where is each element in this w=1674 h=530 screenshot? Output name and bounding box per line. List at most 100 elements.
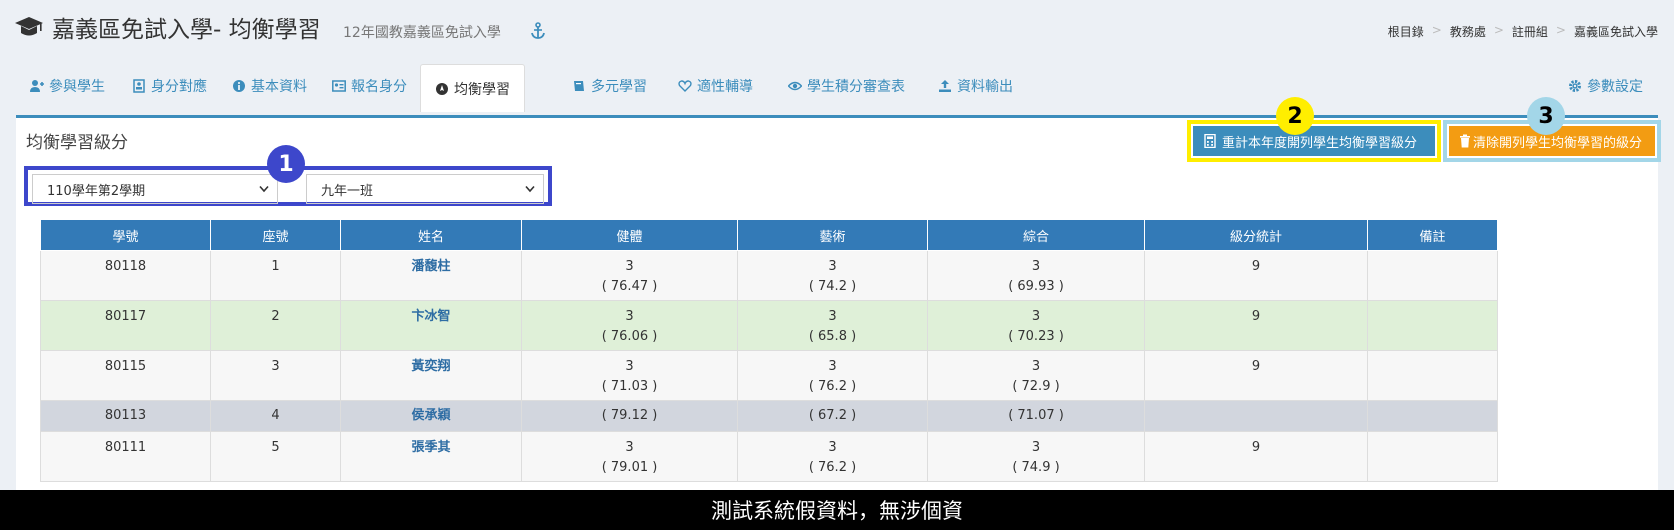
integrated-level: 3	[1031, 359, 1041, 374]
art-score: ( 76.2 )	[808, 460, 857, 475]
term-select[interactable]: 110學年第2學期	[32, 174, 278, 204]
art-cell: ( 67.2 )	[737, 400, 928, 432]
clear-label: 清除開列學生均衡學習的級分	[1473, 134, 1643, 150]
breadcrumb: 根目錄 > 教務處 > 註冊組 > 嘉義區免試入學	[1388, 23, 1658, 40]
pe-level: 3	[625, 359, 634, 374]
pe-score: ( 76.06 )	[601, 329, 658, 344]
seat-number: 1	[210, 250, 341, 301]
table-row: 80111 5 張季其 3 ( 79.01 ) 3 ( 76.2 ) 3 ( 74.9…	[40, 431, 1498, 482]
integrated-score: ( 71.07 )	[1008, 408, 1064, 423]
column-header[interactable]: 綜合	[927, 219, 1145, 251]
tab-label: 身分對應	[151, 79, 207, 95]
student-name-link[interactable]: 潘馥柱	[340, 250, 522, 301]
column-header[interactable]: 學號	[40, 219, 211, 251]
integrated-cell: ( 71.07 )	[927, 400, 1145, 432]
tab-participants[interactable]: 參與學生	[30, 66, 105, 106]
pe-cell: ( 79.12 )	[521, 400, 738, 432]
seat-number: 4	[210, 400, 341, 432]
integrated-score: ( 70.23 )	[1008, 329, 1064, 344]
trash-icon	[1460, 134, 1470, 148]
student-id: 80117	[40, 300, 211, 351]
integrated-level: 3	[1031, 440, 1041, 455]
table-row: 80118 1 潘馥柱 3 ( 76.47 ) 3 ( 74.2 ) 3 ( 69.9…	[40, 250, 1498, 301]
art-level: 3	[828, 440, 837, 455]
tab-registration-identity[interactable]: 報名身分	[332, 66, 407, 106]
table-row: 80113 4 侯承穎 ( 79.12 ) ( 67.2 ) ( 71.07 )	[40, 400, 1498, 432]
tab-balanced-learning[interactable]: 均衡學習	[420, 64, 525, 112]
pe-score: ( 76.47 )	[601, 279, 658, 294]
clear-scores-button[interactable]: 清除開列學生均衡學習的級分	[1443, 120, 1661, 162]
pe-score: ( 79.01 )	[601, 460, 658, 475]
tab-label: 學生積分審查表	[807, 79, 905, 95]
art-level: 3	[828, 309, 837, 324]
note	[1367, 300, 1498, 351]
tab-label: 基本資料	[251, 79, 307, 95]
integrated-score: ( 74.9 )	[1012, 460, 1060, 475]
breadcrumb-separator: >	[1555, 23, 1566, 37]
integrated-cell: 3 ( 72.9 )	[927, 350, 1145, 401]
annotation-badge-2: 2	[1276, 97, 1314, 135]
balanced-learning-table: 學號 座號 姓名 健體 藝術 綜合 級分統計 備註 80118 1 潘馥柱 3 (…	[40, 219, 1498, 482]
column-header[interactable]: 備註	[1367, 219, 1498, 251]
breadcrumb-item-registry[interactable]: 註冊組	[1511, 25, 1548, 39]
annotation-badge-1: 1	[267, 145, 305, 183]
tab-diverse-learning[interactable]: 多元學習	[572, 66, 647, 106]
art-cell: 3 ( 76.2 )	[737, 431, 928, 482]
note	[1367, 431, 1498, 482]
breadcrumb-separator: >	[1431, 23, 1442, 37]
level-total: 9	[1144, 350, 1368, 401]
breadcrumb-item-current: 嘉義區免試入學	[1573, 25, 1658, 39]
page-subtitle: 12年國教嘉義區免試入學	[343, 25, 501, 41]
integrated-cell: 3 ( 69.93 )	[927, 250, 1145, 301]
student-name-link[interactable]: 卞冰智	[340, 300, 522, 351]
book-icon	[574, 81, 584, 91]
tab-basic-info[interactable]: 基本資料	[232, 66, 307, 106]
integrated-cell: 3 ( 70.23 )	[927, 300, 1145, 351]
art-score: ( 67.2 )	[808, 408, 857, 423]
tab-label: 適性輔導	[697, 79, 753, 95]
art-level: 3	[828, 359, 837, 374]
tab-label: 報名身分	[351, 79, 407, 95]
pe-level: 3	[625, 440, 634, 455]
seat-number: 5	[210, 431, 341, 482]
column-header[interactable]: 座號	[210, 219, 341, 251]
tab-career-guidance[interactable]: 適性輔導	[678, 66, 753, 106]
level-total: 9	[1144, 250, 1368, 301]
table-row: 80117 2 卞冰智 3 ( 76.06 ) 3 ( 65.8 ) 3 ( 70.2…	[40, 300, 1498, 351]
chevron-down-icon	[259, 185, 269, 193]
nav-tabs: 參與學生 身分對應 基本資料 報名身分 均衡學習 多元學習 適性輔導 學生積分審…	[16, 64, 1658, 118]
users-icon	[30, 80, 44, 92]
student-id: 80113	[40, 400, 211, 432]
pe-cell: 3 ( 76.06 )	[521, 300, 738, 351]
column-header[interactable]: 健體	[521, 219, 738, 251]
breadcrumb-item-academic[interactable]: 教務處	[1449, 25, 1486, 39]
pe-score: ( 79.12 )	[601, 408, 658, 423]
breadcrumb-item-root[interactable]: 根目錄	[1387, 25, 1424, 39]
compass-icon	[436, 82, 448, 95]
tab-settings[interactable]: 參數設定	[1568, 66, 1643, 106]
id-card-icon	[133, 79, 145, 93]
calculator-icon	[1204, 134, 1216, 148]
tab-data-export[interactable]: 資料輸出	[938, 66, 1013, 106]
art-cell: 3 ( 76.2 )	[737, 350, 928, 401]
pe-cell: 3 ( 71.03 )	[521, 350, 738, 401]
pe-cell: 3 ( 79.01 )	[521, 431, 738, 482]
class-select[interactable]: 九年一班	[306, 174, 544, 204]
anchor-icon[interactable]	[530, 22, 546, 40]
tab-label: 參與學生	[49, 79, 105, 95]
tab-label: 參數設定	[1587, 79, 1643, 95]
page-title: 嘉義區免試入學- 均衡學習	[52, 17, 321, 43]
tab-score-review[interactable]: 學生積分審查表	[788, 66, 905, 106]
class-select-value: 九年一班	[321, 183, 374, 199]
column-header[interactable]: 藝術	[737, 219, 928, 251]
pe-cell: 3 ( 76.47 )	[521, 250, 738, 301]
seat-number: 2	[210, 300, 341, 351]
student-name-link[interactable]: 黃奕翔	[340, 350, 522, 401]
tab-identity-mapping[interactable]: 身分對應	[132, 66, 207, 106]
column-header[interactable]: 級分統計	[1144, 219, 1368, 251]
vcard-icon	[332, 80, 346, 92]
recalculate-scores-button[interactable]: 重計本年度開列學生均衡學習級分	[1187, 120, 1441, 162]
student-name-link[interactable]: 張季其	[340, 431, 522, 482]
student-name-link[interactable]: 侯承穎	[340, 400, 522, 432]
column-header[interactable]: 姓名	[340, 219, 522, 251]
